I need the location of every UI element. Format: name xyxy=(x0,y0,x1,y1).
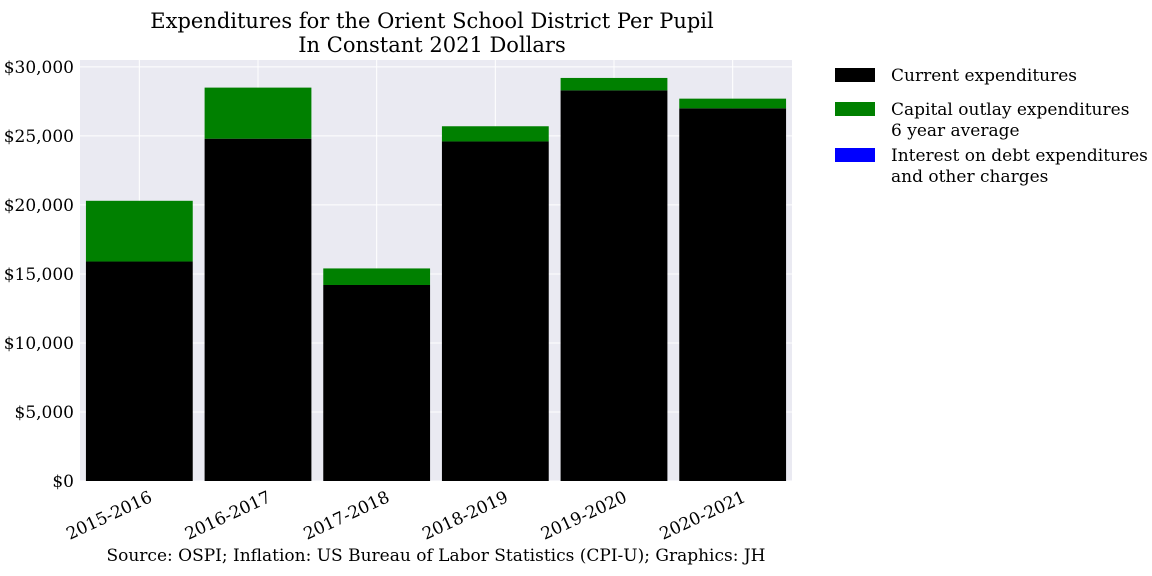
legend-swatch xyxy=(835,148,875,162)
y-tick-label: $15,000 xyxy=(4,265,74,285)
bars xyxy=(85,77,787,482)
source-note: Source: OSPI; Inflation: US Bureau of La… xyxy=(106,546,765,566)
legend-item: Interest on debt expenditures and other c… xyxy=(835,146,1148,187)
y-tick-label: $5,000 xyxy=(15,403,74,423)
y-axis-ticks: $0 $5,000 $10,000 $15,000 $20,000 $25,000 $30,… xyxy=(4,58,74,492)
x-tick-label: 2018-2019 xyxy=(419,487,511,544)
legend: Current expenditures Capital outlay expen… xyxy=(835,66,1148,187)
bar-segment-series-1-2020-2021 xyxy=(679,98,787,109)
bar-segment-series-0-2017-2018 xyxy=(323,284,431,481)
x-tick-label: 2015-2016 xyxy=(63,487,155,544)
y-tick-label: $20,000 xyxy=(4,196,74,216)
legend-item: Current expenditures xyxy=(835,66,1077,86)
y-tick-label: $0 xyxy=(52,472,74,492)
legend-swatch xyxy=(835,102,875,116)
bar-segment-series-1-2019-2020 xyxy=(560,77,668,91)
bar-segment-series-1-2018-2019 xyxy=(441,126,549,142)
bar-segment-series-0-2018-2019 xyxy=(441,141,549,482)
legend-label: Current expenditures xyxy=(891,66,1077,86)
bar-segment-series-1-2017-2018 xyxy=(323,268,431,285)
bar-segment-series-0-2016-2017 xyxy=(204,138,312,481)
chart-title-line: Expenditures for the Orient School Distr… xyxy=(150,9,714,33)
y-tick-label: $25,000 xyxy=(4,127,74,147)
bar-segment-series-1-2016-2017 xyxy=(204,87,312,139)
legend-item: Capital outlay expenditures 6 year averag… xyxy=(835,100,1129,141)
legend-label: Capital outlay expenditures 6 year averag… xyxy=(891,100,1129,141)
chart-title-line: In Constant 2021 Dollars xyxy=(298,33,565,57)
x-tick-label: 2019-2020 xyxy=(538,487,630,544)
y-tick-label: $10,000 xyxy=(4,334,74,354)
y-tick-label: $30,000 xyxy=(4,58,74,78)
legend-swatch xyxy=(835,68,875,82)
bar-segment-series-0-2020-2021 xyxy=(679,108,787,482)
x-axis-ticks: 2015-2016 2016-2017 2017-2018 2018-2019 2019… xyxy=(63,487,748,544)
chart-title: Expenditures for the Orient School Distr… xyxy=(150,9,714,57)
bar-segment-series-0-2019-2020 xyxy=(560,90,668,481)
plot-area xyxy=(80,60,792,481)
bar-segment-series-0-2015-2016 xyxy=(85,261,193,481)
x-tick-label: 2016-2017 xyxy=(182,487,274,544)
bar-segment-series-1-2015-2016 xyxy=(85,200,193,262)
legend-label: Interest on debt expenditures and other c… xyxy=(891,146,1148,187)
x-tick-label: 2017-2018 xyxy=(301,487,393,544)
x-tick-label: 2020-2021 xyxy=(657,487,749,544)
